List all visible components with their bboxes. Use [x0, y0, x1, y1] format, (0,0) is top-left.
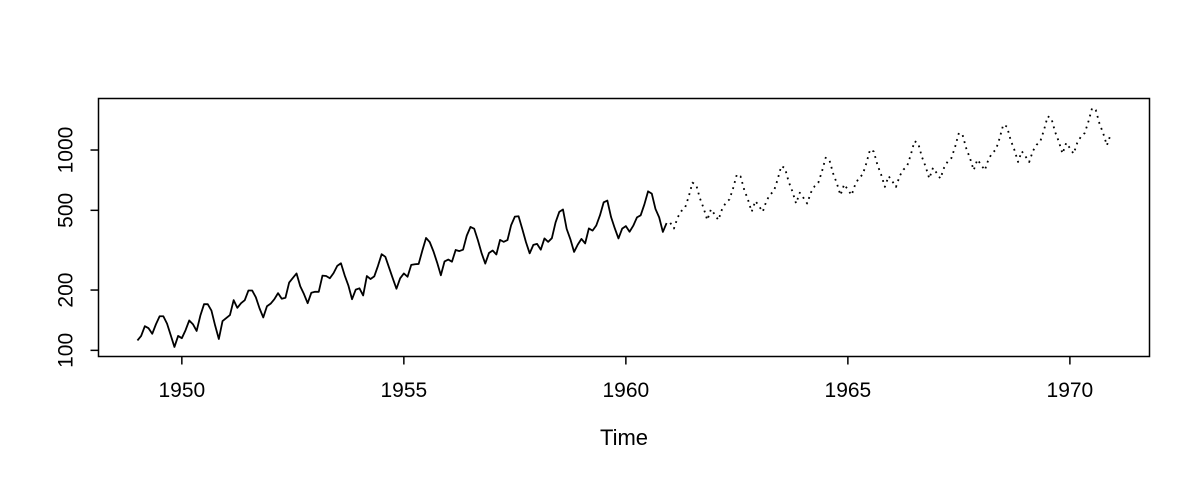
y-axis-tick-label: 500 [55, 193, 78, 228]
x-axis-tick-label: 1970 [1047, 379, 1094, 402]
x-axis-title: Time [600, 425, 648, 450]
y-axis-tick-label: 200 [55, 273, 78, 308]
x-axis-tick-label: 1965 [825, 379, 872, 402]
x-axis-tick-label: 1955 [380, 379, 427, 402]
forecast-series-line [669, 107, 1112, 230]
observed-series-line [136, 190, 668, 348]
x-axis-tick-label: 1950 [158, 379, 205, 402]
plot-border [97, 97, 1151, 358]
y-axis-tick-label: 1000 [55, 127, 78, 174]
y-axis-tick-label: 100 [55, 333, 78, 368]
x-axis-tick-label: 1960 [603, 379, 650, 402]
